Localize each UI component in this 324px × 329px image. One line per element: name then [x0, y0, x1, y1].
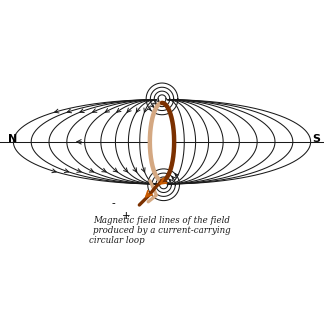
Text: N: N	[8, 134, 17, 144]
Text: circular loop: circular loop	[89, 237, 145, 245]
Text: -: -	[111, 198, 115, 208]
Text: S: S	[312, 134, 320, 144]
Text: Magnetic field lines of the field: Magnetic field lines of the field	[94, 216, 230, 225]
Text: +: +	[122, 211, 131, 221]
Text: produced by a current-carrying: produced by a current-carrying	[93, 226, 231, 235]
